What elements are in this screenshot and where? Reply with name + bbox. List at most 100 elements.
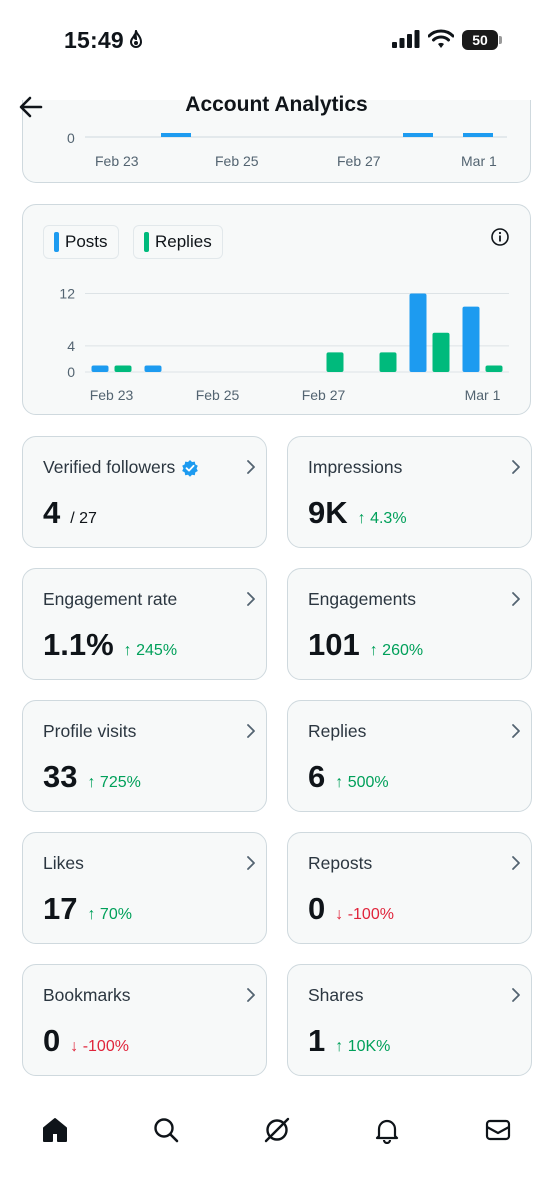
- metric-card-reposts[interactable]: Reposts 0 ↓ -100%: [287, 832, 532, 944]
- metric-value-row: 33 ↑ 725%: [43, 759, 141, 795]
- metric-card-engagements[interactable]: Engagements 101 ↑ 260%: [287, 568, 532, 680]
- messages-icon: [485, 1119, 511, 1141]
- chevron-right-icon: [512, 592, 520, 606]
- chart-bar-posts: [409, 293, 427, 372]
- legend-swatch: [144, 232, 149, 252]
- chevron-right-icon: [512, 724, 520, 738]
- chart-bar: [463, 133, 493, 137]
- metric-value: 101: [308, 627, 360, 662]
- chevron-right-icon: [247, 592, 255, 606]
- grok-icon: [264, 1117, 290, 1143]
- y-tick-label: 0: [67, 364, 75, 380]
- metric-sub-value: / 27: [70, 510, 97, 527]
- metric-change: ↓ -100%: [70, 1038, 129, 1055]
- x-tick-label: Feb 27: [337, 153, 381, 169]
- activity-chart-top: 0 Feb 23 Feb 25 Feb 27 Mar 1: [67, 130, 507, 169]
- metric-change: ↓ -100%: [335, 906, 394, 923]
- metric-label: Replies: [308, 721, 367, 741]
- legend-replies[interactable]: Replies: [133, 225, 223, 259]
- metric-change: ↑ 70%: [87, 906, 132, 923]
- metric-value: 0: [308, 891, 326, 926]
- metric-card-verified-followers[interactable]: Verified followers 4 / 27: [22, 436, 267, 548]
- cellular-signal-icon: [392, 30, 420, 53]
- metric-change: ↑ 10K%: [335, 1038, 391, 1055]
- bottom-nav: [0, 1100, 553, 1160]
- back-arrow-icon: [19, 96, 43, 118]
- status-time: 15:49: [64, 27, 124, 53]
- metric-label: Verified followers: [43, 457, 176, 477]
- metric-label: Engagements: [308, 589, 416, 609]
- info-button[interactable]: [490, 227, 510, 247]
- battery-icon: 50: [462, 30, 502, 50]
- battery-level: 50: [472, 32, 488, 48]
- nav-grok[interactable]: [257, 1110, 297, 1150]
- back-button[interactable]: [14, 90, 48, 124]
- verified-badge-icon: [182, 459, 199, 477]
- metric-change: ↑ 260%: [369, 642, 424, 659]
- legend-posts[interactable]: Posts: [43, 225, 119, 259]
- posts-replies-chart-card: Posts Replies 0 4 12 Feb 23 Feb 25 Feb 27 Mar …: [22, 204, 531, 415]
- metric-card-replies[interactable]: Replies 6 ↑ 500%: [287, 700, 532, 812]
- x-tick-label: Feb 25: [196, 387, 240, 403]
- chart-bar-replies: [432, 332, 450, 372]
- metric-change: ↑ 4.3%: [357, 510, 407, 527]
- metric-value: 17: [43, 891, 78, 926]
- metric-value-row: 101 ↑ 260%: [308, 627, 423, 663]
- metric-value: 33: [43, 759, 78, 794]
- metric-value-row: 17 ↑ 70%: [43, 891, 132, 927]
- metric-card-bookmarks[interactable]: Bookmarks 0 ↓ -100%: [22, 964, 267, 1076]
- status-bar: 15:49 50: [0, 0, 553, 80]
- metric-value-row: 0 ↓ -100%: [308, 891, 394, 927]
- chevron-right-icon: [512, 460, 520, 474]
- metric-card-profile-visits[interactable]: Profile visits 33 ↑ 725%: [22, 700, 267, 812]
- x-tick-label: Mar 1: [461, 153, 497, 169]
- wifi-icon: [427, 29, 455, 54]
- metric-change: ↑ 725%: [87, 774, 141, 791]
- metric-value: 6: [308, 759, 326, 794]
- metric-card-shares[interactable]: Shares 1 ↑ 10K%: [287, 964, 532, 1076]
- chevron-right-icon: [247, 988, 255, 1002]
- metric-card-engagement-rate[interactable]: Engagement rate 1.1% ↑ 245%: [22, 568, 267, 680]
- metric-card-impressions[interactable]: Impressions 9K ↑ 4.3%: [287, 436, 532, 548]
- metric-label-wrap: Verified followers: [43, 457, 199, 478]
- metric-value: 1: [308, 1023, 326, 1058]
- nav-messages[interactable]: [478, 1110, 518, 1150]
- page-title: Account Analytics: [185, 93, 368, 116]
- chart-bar-replies: [326, 352, 344, 372]
- metric-card-likes[interactable]: Likes 17 ↑ 70%: [22, 832, 267, 944]
- metric-label: Likes: [43, 853, 84, 873]
- chart-bar: [161, 133, 191, 137]
- chart-bar-posts: [144, 365, 162, 372]
- chart-bar-replies: [485, 365, 503, 372]
- chevron-right-icon: [247, 724, 255, 738]
- chevron-right-icon: [247, 460, 255, 474]
- nav-search[interactable]: [146, 1110, 186, 1150]
- chevron-right-icon: [512, 856, 520, 870]
- y-tick-label: 0: [67, 130, 75, 146]
- nav-notifications[interactable]: [367, 1110, 407, 1150]
- header: Account Analytics: [0, 84, 553, 128]
- metric-value-row: 0 ↓ -100%: [43, 1023, 129, 1059]
- flame-icon: [128, 27, 144, 55]
- metric-label: Profile visits: [43, 721, 137, 741]
- metric-label: Engagement rate: [43, 589, 178, 609]
- chart-bar-posts: [462, 306, 480, 372]
- metric-label: Impressions: [308, 457, 403, 477]
- legend-label: Replies: [155, 232, 212, 251]
- x-tick-label: Mar 1: [465, 387, 501, 403]
- metric-label: Bookmarks: [43, 985, 131, 1005]
- x-tick-label: Feb 23: [90, 387, 134, 403]
- y-tick-label: 4: [67, 338, 75, 354]
- nav-home[interactable]: [35, 1110, 75, 1150]
- metric-value-row: 9K ↑ 4.3%: [308, 495, 407, 531]
- chart-bar: [403, 133, 433, 137]
- metric-value-row: 4 / 27: [43, 495, 97, 531]
- posts-replies-chart: 0 4 12 Feb 23 Feb 25 Feb 27 Mar 1: [59, 286, 509, 403]
- metric-value: 0: [43, 1023, 61, 1058]
- metric-value-row: 1 ↑ 10K%: [308, 1023, 390, 1059]
- chevron-right-icon: [247, 856, 255, 870]
- activity-chart-card-top: 0 Feb 23 Feb 25 Feb 27 Mar 1: [22, 100, 531, 183]
- legend-swatch: [54, 232, 59, 252]
- metric-value: 1.1%: [43, 627, 114, 662]
- metric-value-row: 6 ↑ 500%: [308, 759, 389, 795]
